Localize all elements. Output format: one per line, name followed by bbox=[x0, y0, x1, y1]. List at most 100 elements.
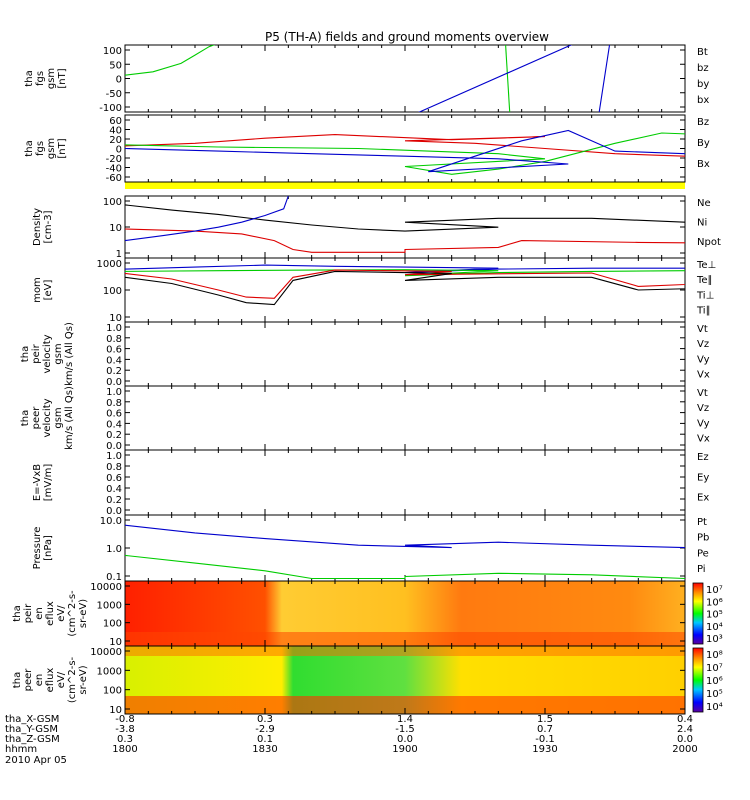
y-tick-label: -40 bbox=[106, 164, 122, 175]
ephemeris-row-label: tha_X-GSM bbox=[5, 714, 59, 725]
y-axis-label-line: eflux bbox=[45, 668, 56, 693]
y-axis-label-line: tha bbox=[12, 605, 23, 621]
y-axis-label-line: [cm-3] bbox=[43, 210, 54, 243]
x-tick-label: 1830 bbox=[252, 744, 277, 755]
date-label: 2010 Apr 05 bbox=[5, 755, 67, 766]
y-axis-label-line: gsm bbox=[46, 138, 57, 159]
y-tick-label: 0.8 bbox=[106, 334, 122, 345]
colorbar-tick-label: 10³ bbox=[706, 634, 723, 645]
y-axis-label: thapeerenefluxeV/(cm^2-s-sr-eV) bbox=[12, 656, 89, 703]
y-tick-label: 1.0 bbox=[106, 323, 122, 334]
y-tick-label: 0.1 bbox=[106, 572, 122, 583]
y-tick-label: 0.0 bbox=[106, 377, 122, 388]
panel-p8: 10.0 1.0 0.1 Pressure[nPa] Pt Pb Pe Pi bbox=[32, 514, 709, 583]
series-group bbox=[125, 196, 685, 253]
ephemeris-row-label: tha_Z-GSM bbox=[5, 734, 60, 745]
y-tick-label: 100 bbox=[103, 197, 122, 208]
legend-entry: Te∥ bbox=[696, 275, 713, 286]
y-axis-label-line: tha bbox=[20, 346, 31, 362]
y-tick-label: 0.8 bbox=[106, 398, 122, 409]
legend-entry: Bx bbox=[697, 159, 710, 170]
y-axis-label-line: mom bbox=[32, 277, 43, 303]
panel-frame bbox=[124, 385, 686, 451]
x-tick-label: 2000 bbox=[672, 744, 697, 755]
panel-frame bbox=[124, 514, 686, 582]
y-tick-label: -100 bbox=[99, 103, 122, 114]
y-tick-label: 1000 bbox=[97, 666, 122, 677]
series-line-Npot bbox=[125, 196, 289, 242]
legend-entry: Ti⊥ bbox=[696, 290, 714, 301]
y-axis-label-line: tha bbox=[24, 140, 35, 156]
y-tick-label: 100 bbox=[103, 686, 122, 697]
y-tick-label: 0.4 bbox=[106, 355, 122, 366]
y-axis-label-line: E=-VxB bbox=[32, 464, 43, 501]
y-axis-label-line: Density bbox=[32, 208, 43, 246]
y-tick-label: 0 bbox=[116, 145, 122, 156]
legend-entry: Ey bbox=[697, 472, 709, 483]
y-axis-label: thapeervelocitygsmkm/s (All Qs) bbox=[20, 386, 75, 450]
panel-p3: 100 10 1 Density[cm-3] Ne Ni Npot bbox=[32, 195, 721, 260]
y-axis-label-line: [mV/m] bbox=[43, 464, 54, 502]
y-axis-label-line: peer bbox=[31, 406, 42, 430]
y-tick-label: 10.0 bbox=[100, 516, 122, 527]
y-tick-label: 0.8 bbox=[106, 462, 122, 473]
series-line-Ni bbox=[125, 204, 685, 232]
y-tick-label: 10000 bbox=[90, 582, 122, 593]
y-tick-label: 0.2 bbox=[106, 495, 122, 506]
series-line-Pi bbox=[125, 524, 685, 556]
series-line-by bbox=[125, 45, 216, 76]
y-axis-label-line: peir bbox=[31, 343, 42, 363]
y-tick-label: 0.0 bbox=[106, 506, 122, 517]
legend-entry: Vt bbox=[697, 324, 708, 335]
y-axis-label-line: km/s (All Qs) bbox=[64, 322, 75, 386]
series-line-By bbox=[125, 132, 685, 175]
panel-p1: 100 50 0 -50 -100 thafgsgsm[nT] Bt bz by bx bbox=[24, 44, 709, 114]
colorbar-tick-label: 10⁶ bbox=[706, 597, 723, 608]
panel-frame bbox=[124, 321, 686, 387]
legend-entry: Pb bbox=[697, 533, 709, 544]
y-tick-label: 60 bbox=[109, 116, 122, 127]
panel-p4: 1000 100 10 mom[eV] Te⊥ Te∥ Ti⊥ Ti∥ bbox=[32, 257, 716, 324]
y-axis-label-line: [eV] bbox=[43, 280, 54, 301]
y-tick-label: 1.0 bbox=[106, 387, 122, 398]
panel-p10: 10⁸ 10⁷ 10⁶ 10⁵ 10⁴ 10000 1000 100 10 thapeerenef… bbox=[12, 645, 723, 716]
legend-entry: by bbox=[697, 79, 709, 90]
y-tick-label: 10 bbox=[109, 705, 122, 716]
y-axis-label-line: (cm^2-s- bbox=[67, 590, 78, 637]
y-tick-label: -20 bbox=[106, 154, 122, 165]
y-axis-label-line: gsm bbox=[53, 407, 64, 428]
legend-entry: Vt bbox=[697, 388, 708, 399]
ephemeris-value: -2.9 bbox=[255, 724, 275, 735]
series-line-by bbox=[505, 45, 511, 112]
ephemeris-row-label: tha_Y-GSM bbox=[5, 724, 58, 735]
y-tick-label: 1.0 bbox=[106, 451, 122, 462]
y-tick-label: 10 bbox=[109, 223, 122, 234]
y-axis-label-line: en bbox=[34, 607, 45, 620]
legend-entry: Ne bbox=[697, 198, 711, 209]
y-tick-label: 0.0 bbox=[106, 441, 122, 452]
ephemeris-value: -0.8 bbox=[115, 714, 135, 725]
legend-entry: bx bbox=[697, 95, 709, 106]
y-axis-label-line: fgs bbox=[35, 141, 46, 156]
panel-p7: 1.00.80.60.40.20.0 E=-VxB[mV/m] Ez Ey Ex bbox=[32, 449, 709, 517]
series-line-bx bbox=[418, 45, 573, 112]
x-tick-label: 1930 bbox=[532, 744, 557, 755]
ephemeris-value: 0.3 bbox=[257, 714, 273, 725]
ephemeris-value: -1.5 bbox=[395, 724, 415, 735]
legend-entry: Vz bbox=[697, 403, 709, 414]
ephemeris-value: -0.1 bbox=[535, 734, 555, 745]
y-axis-label-line: peir bbox=[23, 603, 34, 623]
panel-frame bbox=[124, 114, 686, 183]
series-group bbox=[125, 45, 611, 112]
y-axis-label-line: tha bbox=[20, 410, 31, 426]
ephemeris-value: 0.1 bbox=[257, 734, 273, 745]
series-line-Pe bbox=[125, 554, 685, 580]
y-axis-label: thafgsgsm[nT] bbox=[24, 138, 68, 159]
legend-entry: Vx bbox=[697, 434, 710, 445]
legend-entry: Pi bbox=[697, 564, 706, 575]
y-tick-label: 0.4 bbox=[106, 419, 122, 430]
y-axis-label: thafgsgsm[nT] bbox=[24, 68, 68, 89]
yellow-status-bar bbox=[125, 182, 685, 189]
series-line-Te∥ bbox=[125, 270, 685, 306]
